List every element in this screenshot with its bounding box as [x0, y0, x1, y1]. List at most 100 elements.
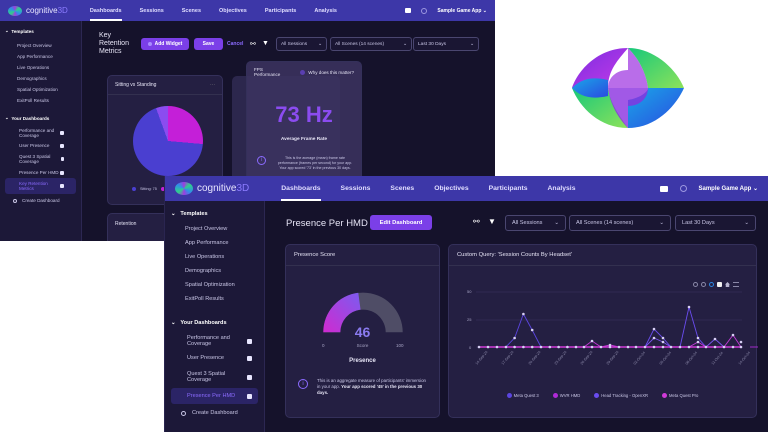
zoom-in-icon[interactable] — [693, 282, 698, 287]
brand-suffix: 3D — [236, 183, 250, 194]
scenes-select[interactable]: All Scenes (14 scenes) ⌄ — [569, 215, 671, 231]
nav-scenes[interactable]: Scenes — [390, 185, 415, 192]
edit-icon[interactable] — [247, 393, 252, 399]
edit-icon[interactable] — [247, 355, 252, 361]
filter-icon[interactable]: ▼ — [262, 40, 269, 47]
nav-scenes[interactable]: Scenes — [181, 7, 202, 14]
sidebar-dashboard-quest3-spatial[interactable]: Quest 3 Spatial Coverage — [5, 151, 76, 167]
create-dashboard-button[interactable]: Create Dashboard — [171, 404, 258, 422]
store-icon[interactable] — [659, 185, 668, 192]
fps-note: This is the average (mean) frame rate pe… — [277, 156, 353, 170]
filter-icon[interactable]: ▼ — [488, 217, 496, 226]
link-icon[interactable]: ⚯ — [473, 217, 480, 226]
gauge-min: 0 — [322, 343, 325, 348]
menu-icon[interactable] — [733, 282, 739, 287]
brand-logo[interactable]: cognitive3D — [175, 182, 249, 195]
sidebar-item-live-operations[interactable]: Live Operations — [185, 254, 225, 260]
sidebar-dashboard-presence-per-hmd[interactable]: Presence Per HMD — [5, 167, 76, 178]
nav-dashboards[interactable]: Dashboards — [89, 7, 122, 21]
nav-participants[interactable]: Participants — [264, 7, 297, 14]
home-icon[interactable] — [725, 282, 730, 287]
fps-value: 73 Hz — [275, 102, 333, 127]
sidebar-dashboard-user-presence[interactable]: User Presence — [171, 350, 258, 366]
chevron-down-icon: ⌄ — [659, 220, 664, 226]
sidebar-item-spatial-optimization[interactable]: Spatial Optimization — [185, 282, 235, 288]
legend-item-meta-quest-3[interactable]: Meta Quest 3 — [506, 393, 539, 398]
sidebar-item-spatial-optimization[interactable]: Spatial Optimization — [17, 87, 58, 92]
gear-icon[interactable] — [679, 185, 687, 192]
range-select[interactable]: Last 30 Days ⌄ — [413, 37, 479, 51]
edit-icon[interactable] — [60, 184, 64, 188]
add-widget-button[interactable]: Add Widget — [141, 38, 189, 50]
edit-dashboard-button[interactable]: Edit Dashboard — [370, 215, 432, 230]
sidebar-dashboard-performance-coverage[interactable]: Performance and Coverage — [171, 332, 258, 350]
presence-score-card: Presence Score 46 0 Score 100 Presence i… — [285, 244, 440, 418]
pan-icon[interactable] — [717, 282, 722, 287]
sidebar-item-exitpoll-results[interactable]: ExitPoll Results — [185, 296, 224, 302]
edit-icon[interactable] — [247, 338, 252, 344]
sidebar-dashboard-quest3-spatial[interactable]: Quest 3 Spatial Coverage — [171, 366, 258, 388]
presence-label: Presence — [349, 358, 376, 364]
chevron-down-icon: ⌄ — [402, 41, 407, 47]
plus-circle-icon — [181, 410, 186, 416]
cognitive3d-logo-large — [568, 40, 688, 136]
nav-sessions[interactable]: Sessions — [340, 185, 371, 192]
edit-icon[interactable] — [60, 131, 64, 135]
sidebar-dashboard-performance-coverage[interactable]: Performance and Coverage — [5, 126, 76, 140]
why-matters-link[interactable]: Why does this matter? — [300, 67, 354, 77]
chart-toolbar — [693, 282, 739, 287]
svg-text:02-Oct-24: 02-Oct-24 — [633, 351, 646, 366]
gauge-score-label: Score — [356, 343, 369, 348]
cancel-button[interactable]: Cancel — [227, 41, 244, 47]
edit-icon[interactable] — [247, 374, 252, 380]
project-selector[interactable]: Sample Game App ⌄ — [437, 7, 487, 14]
svg-text:14-Oct-24: 14-Oct-24 — [738, 351, 751, 366]
sidebar-item-live-operations[interactable]: Live Operations — [17, 65, 50, 70]
nav-analysis[interactable]: Analysis — [547, 185, 576, 192]
save-button[interactable]: Save — [194, 38, 223, 50]
legend-item-meta-quest-pro[interactable]: Meta Quest Pro — [662, 393, 698, 398]
legend-item-head-tracking-openxr[interactable]: Head Tracking - OpenXR — [594, 393, 648, 398]
sidebar-item-demographics[interactable]: Demographics — [17, 76, 47, 81]
nav-dashboards[interactable]: Dashboards — [281, 185, 321, 201]
edit-icon[interactable] — [60, 143, 64, 148]
sidebar-dashboard-presence-per-hmd[interactable]: Presence Per HMD — [171, 388, 258, 404]
nav-analysis[interactable]: Analysis — [314, 7, 337, 14]
sessions-select[interactable]: All Sessions ⌄ — [276, 37, 327, 51]
create-dashboard-button[interactable]: Create Dashboard — [5, 194, 76, 207]
sidebar-item-app-performance[interactable]: App Performance — [185, 240, 229, 246]
sidebar-item-project-overview[interactable]: Project Overview — [17, 43, 52, 48]
your-dashboards-section[interactable]: ⌄ Your Dashboards — [5, 115, 50, 121]
legend-item-wvr-hmd[interactable]: WVR HMD — [552, 393, 580, 398]
link-icon[interactable]: ⚯ — [250, 41, 256, 48]
sidebar-item-app-performance[interactable]: App Performance — [17, 54, 53, 59]
store-icon[interactable] — [405, 8, 412, 13]
sidebar-item-exitpoll-results[interactable]: ExitPoll Results — [17, 98, 49, 103]
edit-icon[interactable] — [60, 170, 64, 175]
your-dashboards-section[interactable]: ⌄ Your Dashboards — [171, 320, 227, 326]
more-icon[interactable]: ··· — [210, 82, 215, 88]
nav-participants[interactable]: Participants — [488, 185, 528, 192]
range-select[interactable]: Last 30 Days ⌄ — [675, 215, 756, 231]
scenes-select[interactable]: All Scenes (14 scenes) ⌄ — [330, 37, 412, 51]
nav-sessions[interactable]: Sessions — [139, 7, 164, 14]
brand-mark-icon — [8, 5, 22, 16]
nav-objectives[interactable]: Objectives — [219, 7, 247, 14]
nav-objectives[interactable]: Objectives — [434, 185, 469, 192]
brand-logo[interactable]: cognitive3D — [8, 5, 68, 16]
templates-section[interactable]: ⌄ Templates — [5, 28, 34, 34]
edit-icon[interactable] — [60, 157, 64, 161]
templates-section[interactable]: ⌄ Templates — [171, 211, 208, 217]
gear-icon[interactable] — [421, 7, 428, 14]
sessions-select[interactable]: All Sessions ⌄ — [505, 215, 566, 231]
zoom-out-icon[interactable] — [701, 282, 706, 287]
sidebar-dashboard-key-retention[interactable]: Key Retention Metrics — [5, 178, 76, 194]
card-title: FPS Performance — [254, 67, 281, 77]
sidebar-item-demographics[interactable]: Demographics — [185, 268, 222, 274]
magnify-icon[interactable] — [709, 282, 714, 287]
sidebar-item-project-overview[interactable]: Project Overview — [185, 226, 228, 232]
chevron-down-icon: ⌄ — [317, 41, 322, 47]
sidebar-dashboard-user-presence[interactable]: User Presence — [5, 140, 76, 151]
project-selector[interactable]: Sample Game App ⌄ — [698, 186, 759, 192]
svg-text:05-Oct-24: 05-Oct-24 — [659, 351, 672, 366]
